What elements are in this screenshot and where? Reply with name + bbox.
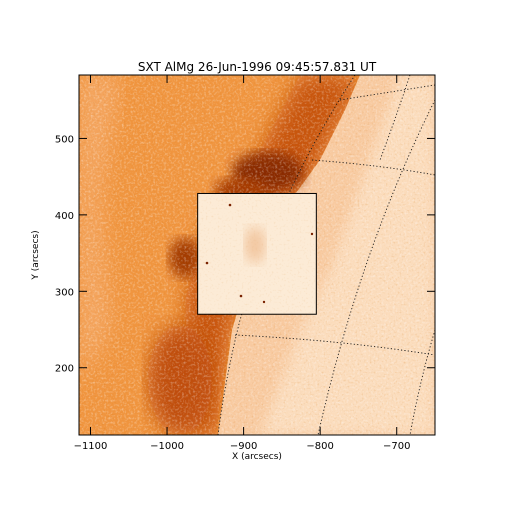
inset-speck bbox=[262, 300, 266, 304]
image-area bbox=[79, 75, 435, 435]
y-tick-label: 200 bbox=[55, 364, 74, 375]
inset-faint-core bbox=[245, 227, 265, 263]
grid-parallel-2 bbox=[311, 159, 435, 176]
heliographic-grid bbox=[217, 75, 435, 435]
x-ticks: −1100 −1000 −900 −800 −700 bbox=[74, 75, 410, 452]
y-ticks: 200 300 400 500 bbox=[55, 134, 435, 375]
x-tick-label: −900 bbox=[230, 441, 257, 452]
y-tick-label: 300 bbox=[55, 287, 74, 298]
grid-meridian-1 bbox=[317, 99, 435, 435]
x-tick-label: −700 bbox=[383, 441, 410, 452]
grid-parallel-3 bbox=[234, 334, 435, 356]
x-tick-label: −800 bbox=[306, 441, 333, 452]
y-axis-label: Y (arcsecs) bbox=[31, 230, 41, 280]
x-tick-label: −1100 bbox=[74, 441, 108, 452]
x-axis-label: X (arcsecs) bbox=[232, 452, 282, 462]
inset-speck bbox=[310, 232, 314, 236]
y-tick-label: 400 bbox=[55, 211, 74, 222]
grid-limb-arc bbox=[217, 75, 356, 435]
plot-title: SXT AlMg 26-Jun-1996 09:45:57.831 UT bbox=[138, 60, 377, 74]
inset-speck bbox=[239, 294, 243, 298]
y-tick-label: 500 bbox=[55, 134, 74, 145]
inset-speck bbox=[228, 203, 232, 207]
inset-speck bbox=[205, 261, 209, 265]
x-tick-label: −1000 bbox=[150, 441, 184, 452]
plot-frame bbox=[78, 74, 436, 436]
grid-meridian-2 bbox=[409, 329, 435, 435]
